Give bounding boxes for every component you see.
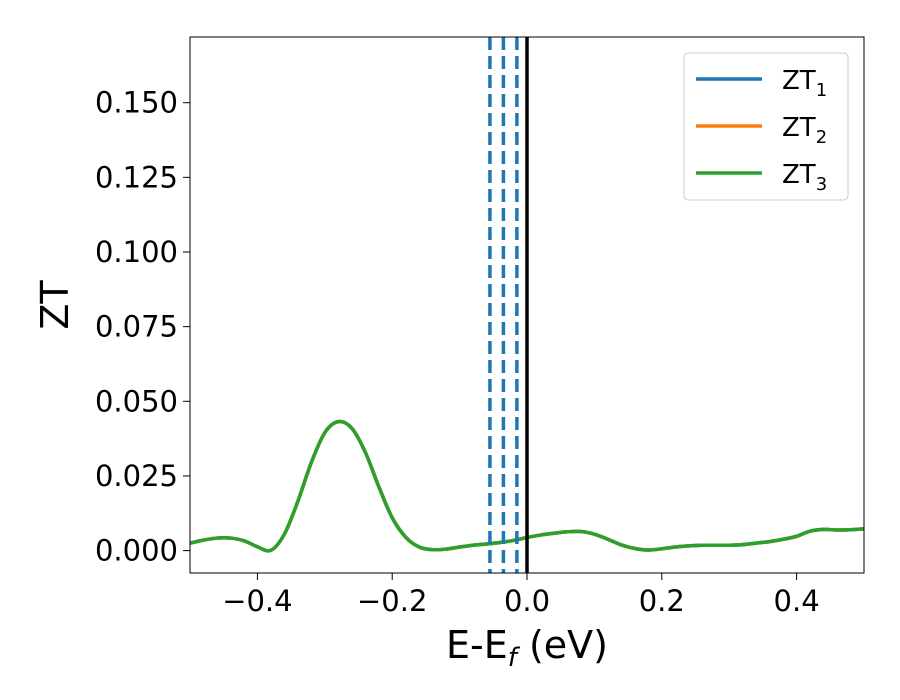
legend-box [683, 52, 849, 201]
y-tick-label: 0.075 [95, 310, 178, 344]
y-tick-label: 0.125 [95, 160, 178, 194]
legend-label: ZT3 [782, 160, 827, 195]
y-tick-label: 0.000 [95, 534, 178, 568]
legend-label: ZT2 [782, 113, 827, 148]
y-axis-ticks: 0.000 0.025 0.050 0.075 0.100 0.125 0.150 [95, 86, 190, 568]
y-axis-label: ZT [33, 280, 77, 330]
x-tick-label: 0.4 [774, 584, 820, 618]
plot-frame [189, 36, 865, 574]
x-tick-label: −0.4 [222, 584, 292, 618]
x-tick-label: 0.2 [639, 584, 685, 618]
legend: ZT1 ZT2 ZT3 [683, 52, 849, 201]
y-tick-label: 0.150 [95, 86, 178, 120]
x-axis-ticks: −0.4 −0.2 0.0 0.2 0.4 [222, 573, 820, 618]
y-tick-label: 0.025 [95, 459, 178, 493]
legend-label: ZT1 [782, 66, 827, 101]
y-tick-label: 0.050 [95, 384, 178, 418]
x-tick-label: 0.0 [504, 584, 550, 618]
vertical-reference-lines [488, 37, 529, 573]
x-tick-label: −0.2 [357, 584, 427, 618]
x-axis-label: E-Ef (eV) [446, 623, 608, 673]
y-tick-label: 0.100 [95, 235, 178, 269]
x-axis-label-unit: (eV) [517, 623, 608, 667]
x-axis-label-main: E-E [446, 623, 508, 667]
